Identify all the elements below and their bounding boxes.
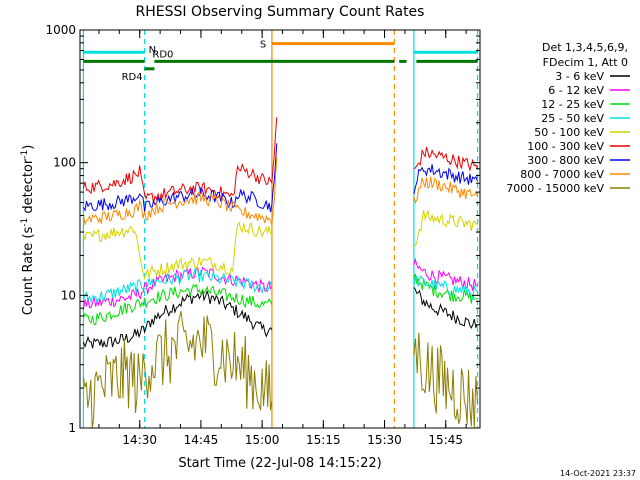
annotation-label: RD0 (152, 49, 173, 60)
y-tick-label: 100 (53, 156, 76, 170)
axis-layer: 14:30 14:45 15:00 15:15 15:30 15:45 1 10 100 1000 (45, 23, 480, 447)
legend: Det 1,3,4,5,6,9, FDecim 1, Att 0 3 - 6 k… (506, 41, 630, 195)
series-line (82, 157, 278, 226)
x-tick-label: 14:30 (122, 433, 157, 447)
series-layer (82, 117, 479, 429)
legend-entry-label: 25 - 50 keV (541, 112, 604, 125)
x-axis-label: Start Time (22-Jul-08 14:15:22) (178, 456, 381, 471)
annotation-label: RD4 (122, 72, 143, 83)
legend-entry-label: 300 - 800 keV (527, 154, 604, 167)
x-tick-label: 15:15 (306, 433, 341, 447)
series-line (413, 164, 479, 195)
series-line (413, 210, 478, 248)
legend-entry-label: 50 - 100 keV (534, 126, 604, 139)
series-line (82, 221, 273, 281)
y-tick-label: 10 (61, 288, 76, 302)
x-tick-label: 14:45 (184, 433, 219, 447)
series-line (82, 268, 273, 305)
y-axis-label: Count Rate (s-1 detector-1) (20, 145, 36, 316)
y-axis-label-sup: -1 (20, 150, 30, 159)
y-axis-label-part: Count Rate (s (21, 227, 36, 316)
y-axis-label-part: detector (21, 158, 36, 218)
legend-entry-label: 100 - 300 keV (527, 140, 604, 153)
legend-entry-label: 800 - 7000 keV (520, 168, 604, 181)
series-line (82, 289, 273, 349)
series-line (82, 143, 278, 213)
series-line (82, 117, 278, 203)
legend-header-line: FDecim 1, Att 0 (543, 56, 628, 69)
chart-title: RHESSI Observing Summary Count Rates (136, 4, 425, 20)
series-line (82, 310, 273, 429)
y-axis-label-sup: -1 (20, 218, 30, 227)
series-line (413, 274, 479, 301)
x-tick-label: 15:00 (245, 433, 280, 447)
series-line (413, 146, 479, 172)
x-tick-label: 15:45 (428, 433, 463, 447)
series-line (413, 332, 479, 429)
x-tick-label: 15:30 (367, 433, 402, 447)
legend-entry-label: 7000 - 15000 keV (506, 182, 604, 195)
series-line (413, 287, 479, 329)
y-tick-label: 1000 (45, 23, 76, 37)
series-line (413, 176, 479, 205)
legend-entry-label: 12 - 25 keV (541, 98, 604, 111)
legend-header-line: Det 1,3,4,5,6,9, (542, 41, 628, 54)
series-line (413, 257, 478, 291)
annotation-label: N (149, 45, 156, 56)
annotation-label: S (260, 40, 266, 51)
y-tick-label: 1 (68, 421, 76, 435)
plot-frame (79, 29, 481, 429)
y-axis-label-part: ) (21, 145, 36, 150)
series-line (82, 283, 273, 326)
legend-entry-label: 3 - 6 keV (555, 70, 604, 83)
legend-entry-label: 6 - 12 keV (548, 84, 604, 97)
footer-timestamp: 14-Oct-2021 23:37 (560, 469, 636, 478)
